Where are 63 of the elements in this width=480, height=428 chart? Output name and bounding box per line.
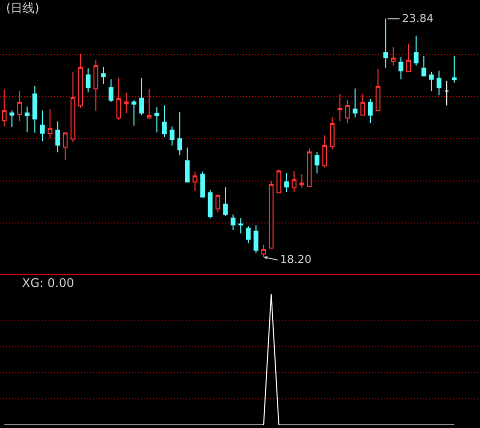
candlestick (132, 100, 136, 126)
candlestick (78, 53, 83, 108)
candlestick (17, 90, 22, 122)
candlestick (390, 46, 396, 66)
candlestick (124, 92, 129, 114)
candlestick (436, 70, 442, 96)
chart-title: XG: 0.00 (22, 276, 74, 290)
candlestick (86, 68, 91, 93)
candlestick (24, 106, 30, 132)
candlestick (330, 116, 335, 150)
candlestick (101, 66, 106, 84)
candlestick (383, 18, 388, 68)
candlestick (429, 72, 434, 92)
candlestick (162, 104, 167, 138)
annotation: 23.84 (402, 12, 434, 25)
candlestick (254, 224, 258, 254)
candlestick (406, 43, 411, 72)
candlestick (238, 218, 244, 234)
candlestick (292, 170, 296, 192)
candlestick (215, 194, 220, 213)
candlestick (184, 147, 190, 182)
candlestick (48, 108, 52, 139)
candlestick (376, 68, 380, 111)
candlestick (62, 132, 68, 160)
candlestick (414, 35, 419, 66)
candlestick (368, 98, 373, 124)
candlestick (421, 55, 426, 76)
candlestick (40, 110, 45, 142)
candlestick (284, 172, 289, 192)
candlestick (177, 112, 182, 156)
candlestick (192, 171, 198, 192)
candlestick (345, 100, 350, 124)
candlestick (70, 72, 76, 143)
candlestick (452, 55, 457, 84)
candlestick (352, 88, 358, 118)
candlestick (338, 93, 342, 122)
candlestick (10, 110, 14, 128)
candlestick (268, 180, 274, 249)
candlestick (32, 85, 38, 134)
candlestick (444, 80, 450, 106)
candlestick (55, 120, 60, 153)
candlestick (108, 78, 114, 102)
candlestick (246, 226, 251, 244)
candlestick (299, 174, 304, 188)
candlestick (230, 214, 236, 230)
candlestick (314, 151, 320, 174)
annotation: 18.20 (280, 253, 312, 266)
candlestick (154, 106, 160, 133)
candlestick (93, 59, 98, 112)
candlestick (360, 93, 366, 116)
candlestick (200, 171, 205, 198)
candlestick (261, 244, 266, 258)
candlestick (208, 189, 213, 220)
candlestick (276, 169, 282, 194)
candlestick (322, 134, 327, 168)
candlestick (307, 148, 312, 187)
candlestick (170, 126, 174, 146)
candlestick (398, 56, 404, 80)
candlestick (223, 186, 228, 217)
candlestick (139, 77, 144, 116)
candlestick (116, 77, 122, 121)
candlestick (146, 88, 152, 120)
chart-title: (日线) (6, 1, 40, 15)
